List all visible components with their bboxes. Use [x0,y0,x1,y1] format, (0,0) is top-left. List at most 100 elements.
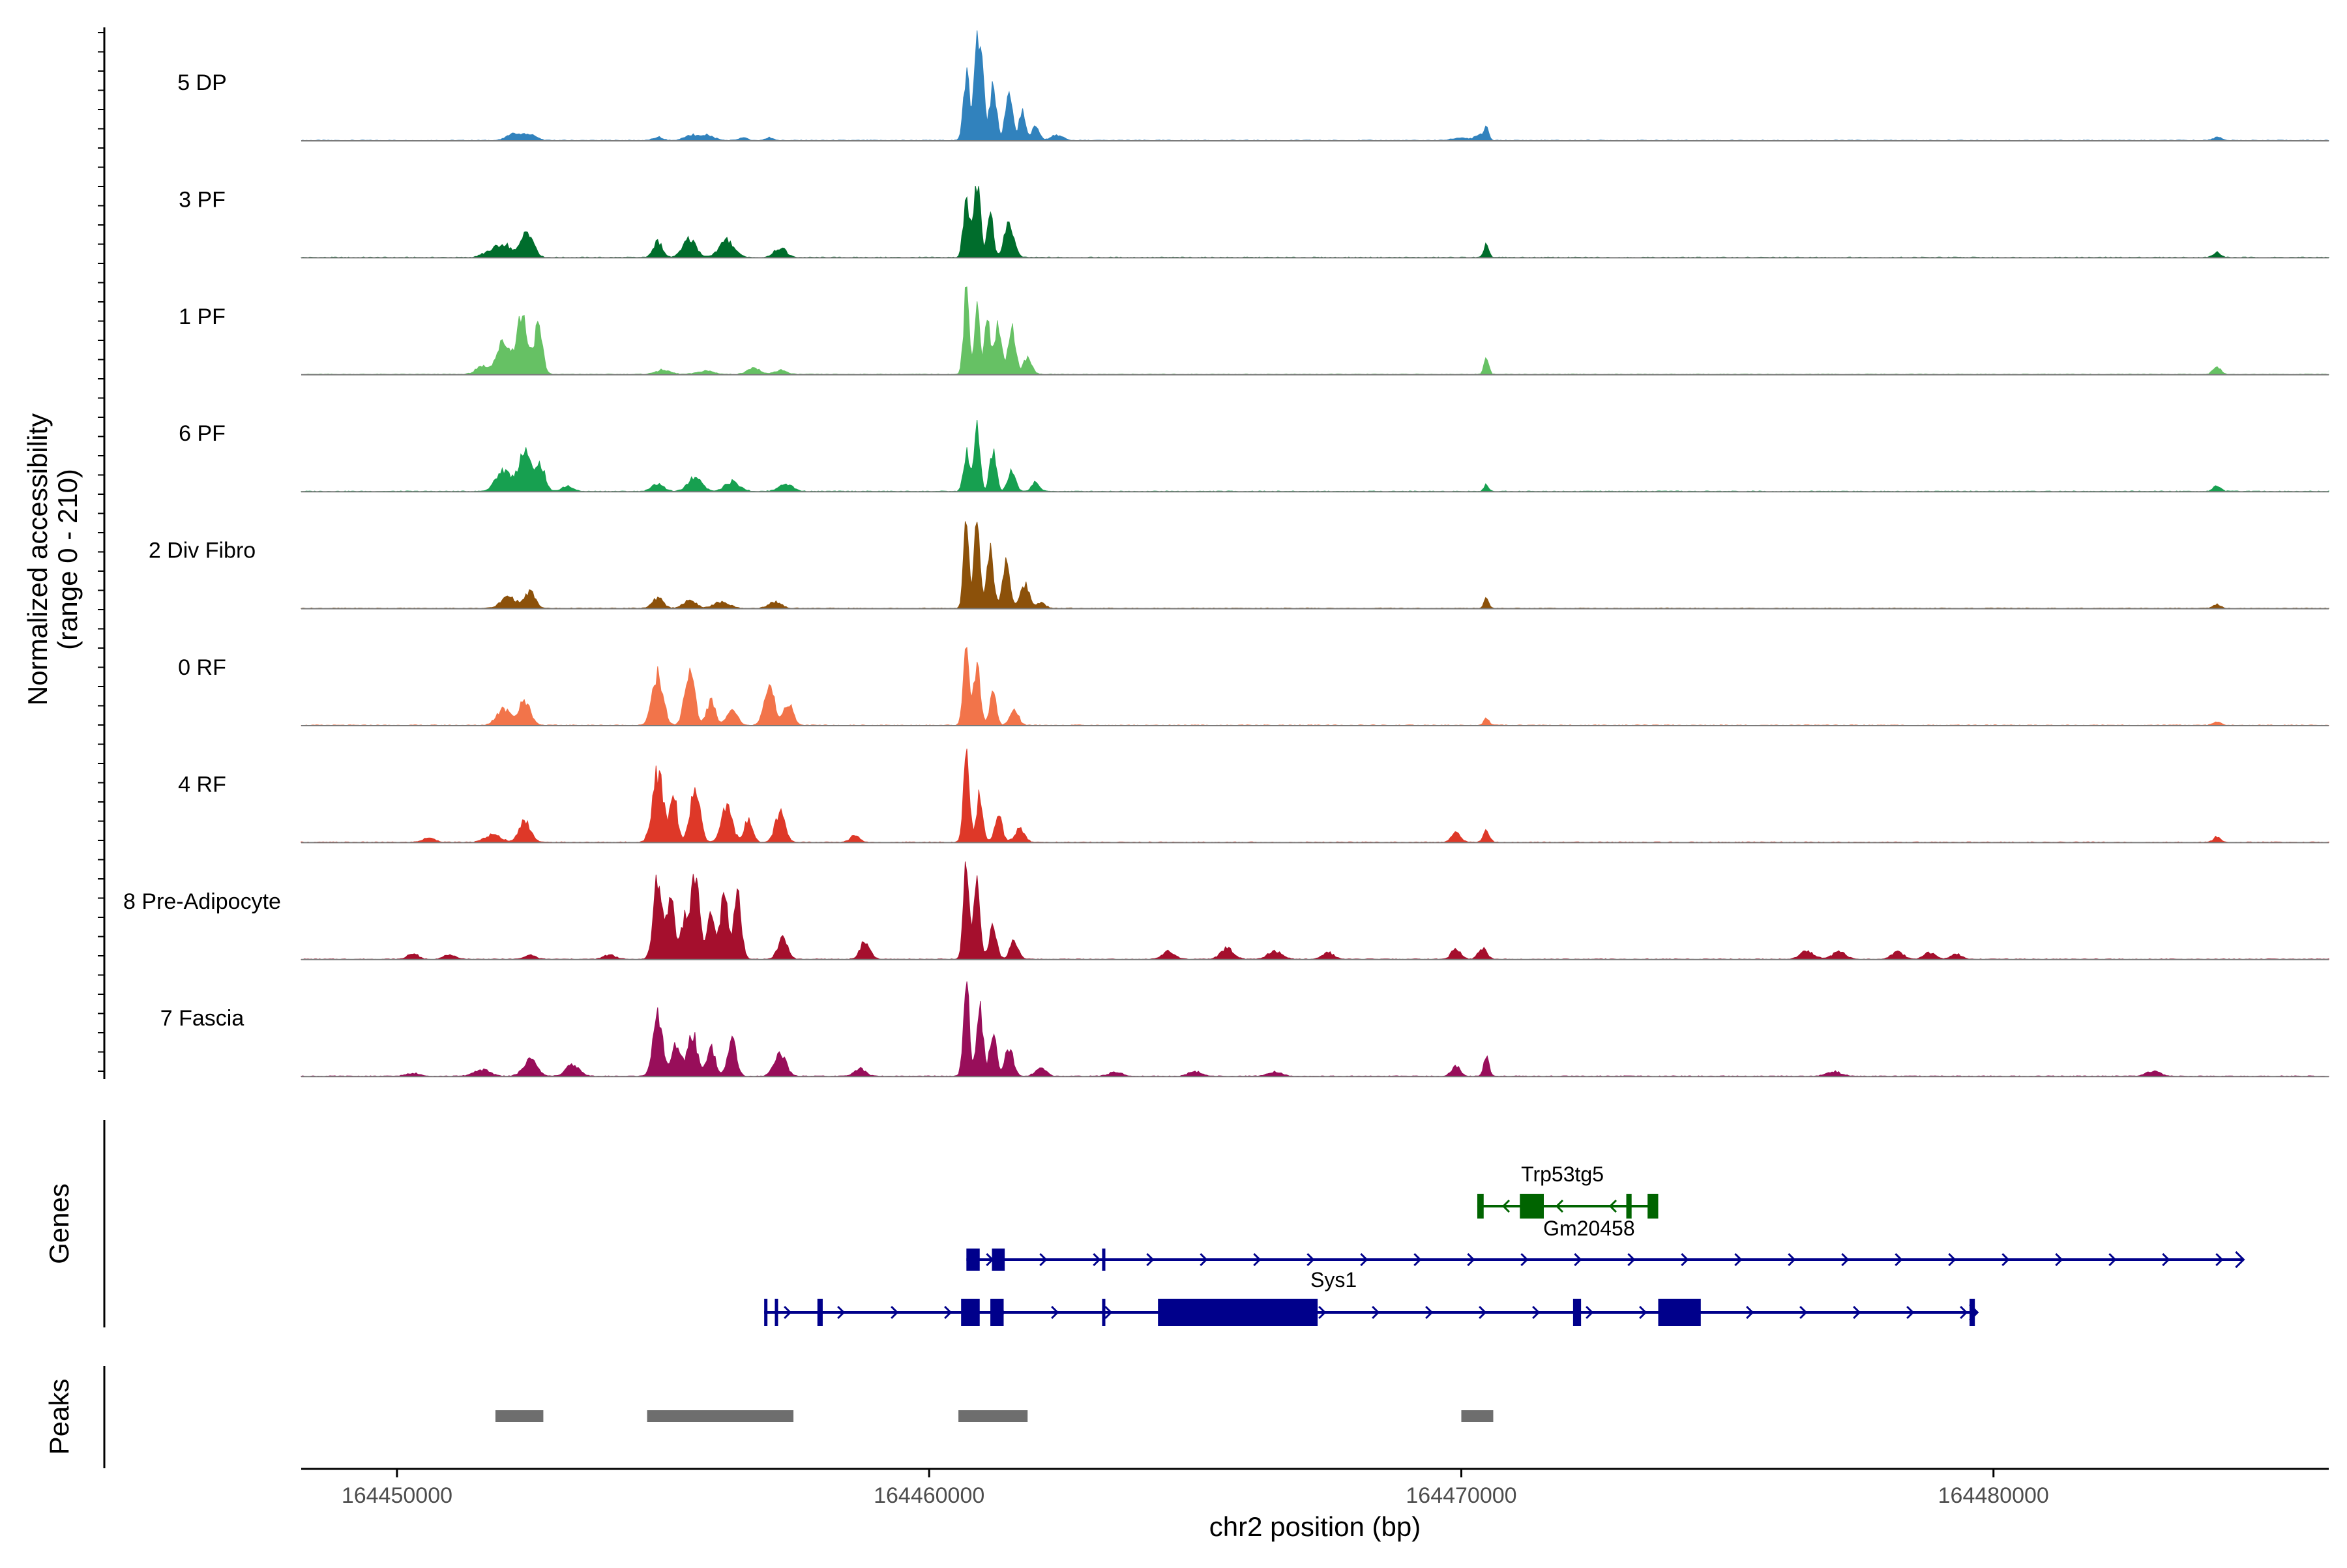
strand-arrow [1051,1305,1059,1320]
coverage-track: 8 Pre-Adipocyte [123,861,2329,960]
gene-exon [1970,1299,1975,1326]
track-label: 6 PF [179,421,226,446]
track-label: 8 Pre-Adipocyte [123,889,281,914]
x-tick-label: 164470000 [1406,1483,1516,1508]
coverage-area [301,748,2329,843]
coverage-track: 7 Fascia [160,981,2329,1078]
gene-exon [1658,1299,1701,1326]
gene-exon [1647,1194,1659,1219]
strand-arrow [1960,1305,1968,1320]
gene-exon [992,1249,1005,1271]
coverage-y-ticks [98,32,104,1072]
x-axis-ticks: 164450000 164460000 164470000 164480000 [342,1469,2049,1508]
gene-exon [817,1299,823,1326]
strand-arrow [1788,1252,1796,1267]
track-label: 3 PF [179,187,226,212]
strand-arrow [1948,1252,1956,1267]
strand-arrow [1479,1305,1487,1320]
strand-arrow [1306,1252,1315,1267]
strand-arrow [1841,1252,1850,1267]
peak-region [1461,1410,1494,1422]
strand-arrow [1372,1305,1380,1320]
strand-arrow [1906,1305,1915,1320]
strand-arrow [1681,1252,1689,1267]
gene-exon [764,1299,768,1326]
coverage-track: 0 RF [178,646,2329,726]
strand-arrow [1093,1252,1101,1267]
strand-arrow [1467,1252,1475,1267]
strand-arrow [1039,1252,1048,1267]
x-axis-label: chr2 position (bp) [1209,1511,1421,1542]
coverage-track: 5 DP [177,30,2329,141]
strand-arrow [1413,1252,1422,1267]
gene-exon [966,1249,980,1271]
strand-arrow [1555,1199,1564,1213]
gene-model: Gm20458 [966,1217,2245,1271]
coverage-area [301,420,2329,492]
gene-exon [961,1299,980,1326]
y-axis-label: Normalized accessibility [22,413,53,705]
coverage-track: 4 RF [178,748,2329,844]
x-tick-label: 164460000 [874,1483,984,1508]
coverage-area [301,981,2329,1077]
strand-arrow [2055,1252,2063,1267]
strand-arrow [1318,1305,1327,1320]
strand-arrow [1895,1252,1903,1267]
gene-label: Trp53tg5 [1521,1162,1604,1186]
track-label: 4 RF [178,772,226,797]
gene-label: Gm20458 [1543,1217,1635,1240]
strand-arrow [2108,1252,2117,1267]
strand-arrow [2001,1252,2010,1267]
strand-arrow [1586,1305,1594,1320]
y-axis-range-label: (range 0 - 210) [52,469,83,650]
strand-arrow [1532,1305,1541,1320]
track-label: 7 Fascia [160,1006,244,1031]
track-label: 5 DP [177,70,227,95]
gene-model: Trp53tg5 [1477,1162,1659,1219]
strand-arrow [1360,1252,1368,1267]
strand-arrow [1200,1252,1208,1267]
strand-arrow [2235,1250,2245,1269]
strand-arrow [784,1305,792,1320]
strand-arrow [1574,1252,1582,1267]
strand-arrow [944,1305,952,1320]
strand-arrow [1104,1305,1113,1320]
strand-arrow [1799,1305,1808,1320]
genes-track: Trp53tg5 Gm20458 Sys1 [764,1162,2245,1326]
strand-arrow [1746,1305,1754,1320]
x-tick-label: 164480000 [1938,1483,2049,1508]
peaks-track [495,1410,1494,1422]
coverage-track: 1 PF [179,286,2329,376]
strand-arrow [1853,1305,1861,1320]
gene-exon [1477,1194,1484,1219]
gene-exon [1572,1299,1582,1326]
strand-arrow [1608,1199,1617,1213]
peak-region [495,1410,544,1422]
strand-arrow [837,1305,846,1320]
coverage-area [301,30,2329,141]
strand-arrow [891,1305,899,1320]
peaks-panel-label: Peaks [44,1379,74,1455]
strand-arrow [2215,1252,2224,1267]
x-tick-label: 164450000 [342,1483,452,1508]
strand-arrow [1627,1252,1636,1267]
strand-arrow [1425,1305,1434,1320]
strand-arrow [1146,1252,1155,1267]
coverage-area [301,185,2329,258]
coverage-area [301,646,2329,726]
coverage-tracks: 5 DP 3 PF 1 PF 6 PF 2 Div Fibro 0 RF 4 RF 8 Pre… [123,30,2329,1078]
strand-arrow [1734,1252,1743,1267]
gene-exon [1520,1194,1544,1219]
strand-arrow [1520,1252,1529,1267]
gene-exon [1102,1249,1106,1271]
coverage-area [301,861,2329,960]
genes-panel-label: Genes [44,1183,74,1264]
track-label: 2 Div Fibro [149,539,256,563]
gene-exon [990,1299,1004,1326]
gene-exon [1102,1299,1106,1326]
gene-exon [1158,1299,1318,1326]
peak-region [647,1410,794,1422]
gene-model: Sys1 [764,1268,1979,1326]
